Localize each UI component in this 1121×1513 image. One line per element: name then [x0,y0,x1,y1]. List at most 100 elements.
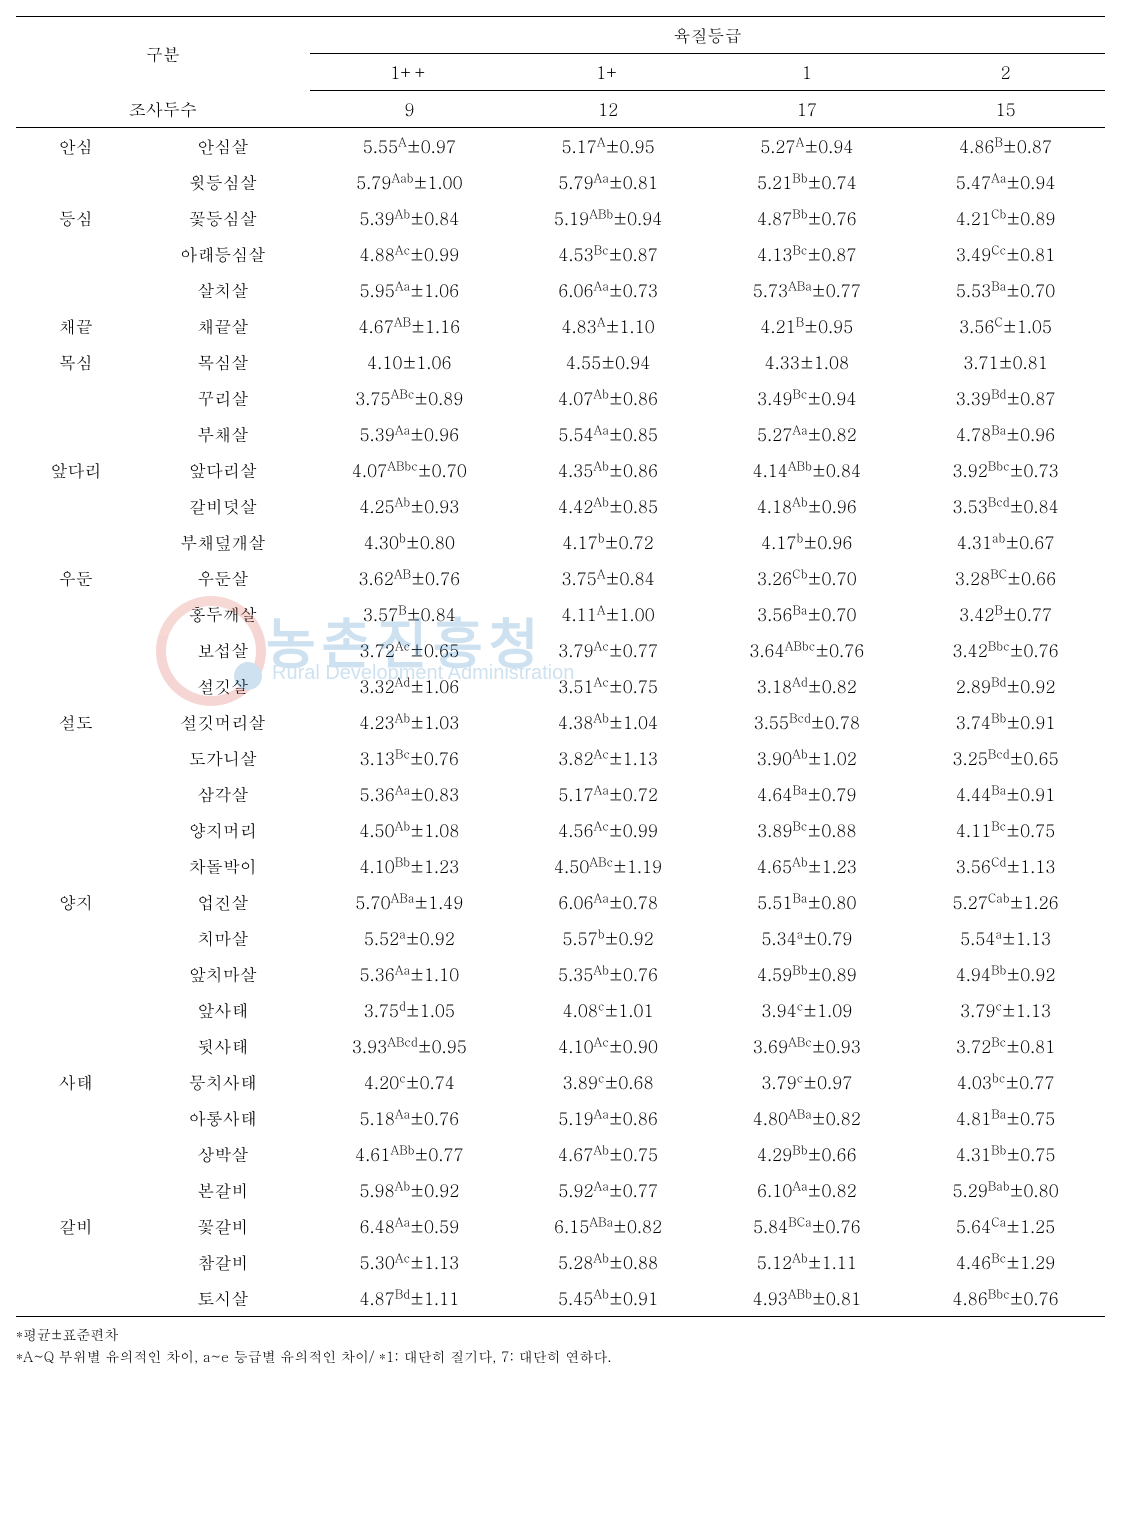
value-cell: 4.81Ba±0.75 [906,1100,1105,1136]
subcategory-cell: 참갈비 [136,1244,310,1280]
table-row: 꾸리살3.75ABc±0.894.07Ab±0.863.49Bc±0.943.3… [16,380,1105,416]
category-cell [16,1100,136,1136]
value-cell: 3.82Ac±1.13 [509,740,708,776]
value-cell: 3.62AB±0.76 [310,560,509,596]
value-cell: 4.86B±0.87 [906,128,1105,165]
table-row: 앞치마살5.36Aa±1.105.35Ab±0.764.59Bb±0.894.9… [16,956,1105,992]
value-cell: 5.64Ca±1.25 [906,1208,1105,1244]
value-cell: 5.55A±0.97 [310,128,509,165]
value-cell: 4.03bc±0.77 [906,1064,1105,1100]
table-row: 양지머리4.50Ab±1.084.56Ac±0.993.89Bc±0.884.1… [16,812,1105,848]
value-cell: 4.10Ac±0.90 [509,1028,708,1064]
value-cell: 3.69ABc±0.93 [707,1028,906,1064]
value-cell: 4.13Bc±0.87 [707,236,906,272]
value-cell: 5.29Bab±0.80 [906,1172,1105,1208]
value-cell: 5.92Aa±0.77 [509,1172,708,1208]
value-cell: 5.19ABb±0.94 [509,200,708,236]
survey-label: 조사두수 [16,91,310,128]
subcategory-cell: 안심살 [136,128,310,165]
value-cell: 4.44Ba±0.91 [906,776,1105,812]
subcategory-cell: 채끝살 [136,308,310,344]
value-cell: 4.10±1.06 [310,344,509,380]
value-cell: 5.17A±0.95 [509,128,708,165]
value-cell: 4.30b±0.80 [310,524,509,560]
subcategory-cell: 업진살 [136,884,310,920]
value-cell: 3.42Bbc±0.76 [906,632,1105,668]
value-cell: 5.73ABa±0.77 [707,272,906,308]
category-cell: 채끝 [16,308,136,344]
category-cell: 앞다리 [16,452,136,488]
value-cell: 4.59Bb±0.89 [707,956,906,992]
value-cell: 3.74Bb±0.91 [906,704,1105,740]
subcategory-cell: 차돌박이 [136,848,310,884]
subcategory-cell: 상박살 [136,1136,310,1172]
value-cell: 3.89c±0.68 [509,1064,708,1100]
subcategory-cell: 삼각살 [136,776,310,812]
value-cell: 3.79c±1.13 [906,992,1105,1028]
value-cell: 6.10Aa±0.82 [707,1172,906,1208]
value-cell: 3.55Bcd±0.78 [707,704,906,740]
category-cell: 우둔 [16,560,136,596]
category-cell [16,416,136,452]
value-cell: 4.83A±1.10 [509,308,708,344]
value-cell: 4.56Ac±0.99 [509,812,708,848]
value-cell: 4.80ABa±0.82 [707,1100,906,1136]
category-cell [16,236,136,272]
table-row: 우둔우둔살3.62AB±0.763.75A±0.843.26Cb±0.703.2… [16,560,1105,596]
value-cell: 3.42B±0.77 [906,596,1105,632]
category-cell [16,1172,136,1208]
table-row: 토시살4.87Bd±1.115.45Ab±0.914.93ABb±0.814.8… [16,1280,1105,1317]
category-cell [16,956,136,992]
table-row: 갈비꽃갈비6.48Aa±0.596.15ABa±0.825.84BCa±0.76… [16,1208,1105,1244]
category-cell [16,524,136,560]
value-cell: 5.34a±0.79 [707,920,906,956]
table-row: 홍두깨살3.57B±0.844.11A±1.003.56Ba±0.703.42B… [16,596,1105,632]
value-cell: 4.08c±1.01 [509,992,708,1028]
value-cell: 4.29Bb±0.66 [707,1136,906,1172]
value-cell: 4.14ABb±0.84 [707,452,906,488]
category-cell [16,1280,136,1317]
subcategory-cell: 도가니살 [136,740,310,776]
table-row: 뒷사태3.93ABcd±0.954.10Ac±0.903.69ABc±0.933… [16,1028,1105,1064]
value-cell: 4.38Ab±1.04 [509,704,708,740]
value-cell: 5.70ABa±1.49 [310,884,509,920]
subcategory-cell: 홍두깨살 [136,596,310,632]
value-cell: 5.27A±0.94 [707,128,906,165]
value-cell: 5.51Ba±0.80 [707,884,906,920]
value-cell: 4.11A±1.00 [509,596,708,632]
value-cell: 3.79c±0.97 [707,1064,906,1100]
table-row: 참갈비5.30Ac±1.135.28Ab±0.885.12Ab±1.114.46… [16,1244,1105,1280]
subcategory-cell: 설깃머리살 [136,704,310,740]
subcategory-cell: 치마살 [136,920,310,956]
category-cell [16,776,136,812]
value-cell: 4.07ABbc±0.70 [310,452,509,488]
value-cell: 4.46Bc±1.29 [906,1244,1105,1280]
value-cell: 3.72Ac±0.65 [310,632,509,668]
value-cell: 4.21B±0.95 [707,308,906,344]
table-row: 살치살5.95Aa±1.066.06Aa±0.735.73ABa±0.775.5… [16,272,1105,308]
value-cell: 4.65Ab±1.23 [707,848,906,884]
header-grade-2: 1 [707,54,906,91]
header-grade-0: 1++ [310,54,509,91]
category-cell: 등심 [16,200,136,236]
value-cell: 4.18Ab±0.96 [707,488,906,524]
value-cell: 5.19Aa±0.86 [509,1100,708,1136]
value-cell: 3.39Bd±0.87 [906,380,1105,416]
category-cell: 안심 [16,128,136,165]
category-cell [16,1244,136,1280]
subcategory-cell: 꽃갈비 [136,1208,310,1244]
header-category: 구분 [16,17,310,91]
survey-count-1: 12 [509,91,708,128]
value-cell: 3.71±0.81 [906,344,1105,380]
subcategory-cell: 본갈비 [136,1172,310,1208]
header-grade-group: 육질등급 [310,17,1105,54]
category-cell [16,1028,136,1064]
category-cell [16,992,136,1028]
table-row: 사태뭉치사태4.20c±0.743.89c±0.683.79c±0.974.03… [16,1064,1105,1100]
subcategory-cell: 윗등심살 [136,164,310,200]
value-cell: 3.28BC±0.66 [906,560,1105,596]
value-cell: 4.33±1.08 [707,344,906,380]
value-cell: 2.89Bd±0.92 [906,668,1105,704]
category-cell [16,272,136,308]
value-cell: 5.12Ab±1.11 [707,1244,906,1280]
